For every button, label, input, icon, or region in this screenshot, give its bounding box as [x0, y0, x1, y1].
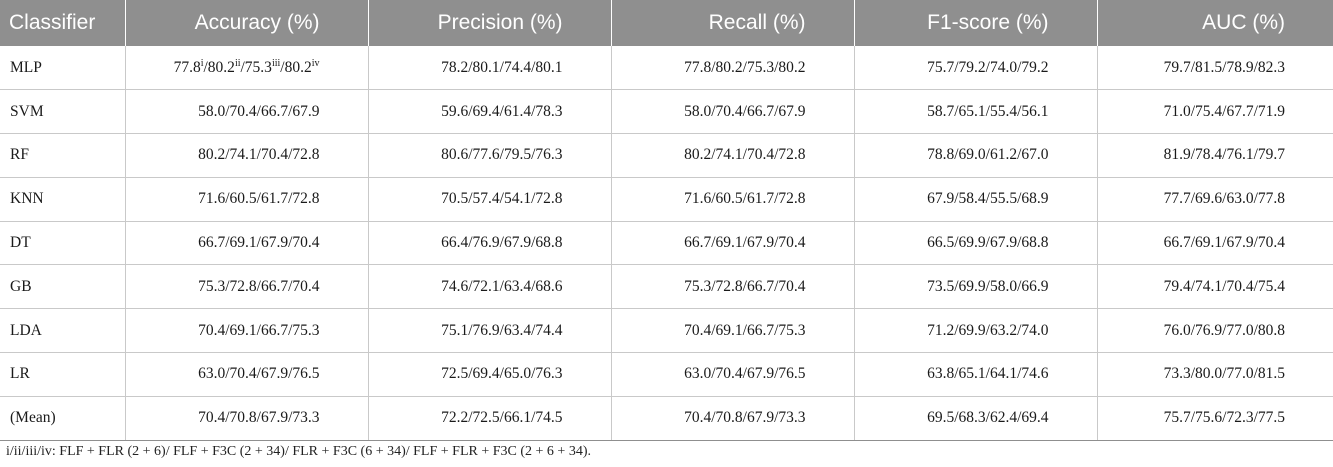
- cell-f1-score: 67.9/58.4/55.5/68.9: [853, 177, 1097, 222]
- accuracy-value: 77.8: [173, 58, 201, 76]
- cell-recall: 75.3/72.8/66.7/70.4: [610, 264, 854, 310]
- cell-auc: 75.7/75.6/72.3/77.5: [1096, 396, 1333, 441]
- cell-accuracy: 70.4/70.8/67.9/73.3: [124, 396, 368, 441]
- cell-recall: 66.7/69.1/67.9/70.4: [610, 221, 854, 266]
- cell-f1-score: 75.7/79.2/74.0/79.2: [853, 46, 1097, 91]
- cell-precision: 66.4/76.9/67.9/68.8: [367, 221, 611, 266]
- accuracy-value: /80.2: [280, 58, 312, 76]
- footnote-marker: iii: [271, 57, 281, 69]
- cell-f1-score: 69.5/68.3/62.4/69.4: [853, 396, 1097, 441]
- results-table: Classifier Accuracy (%) Precision (%) Re…: [0, 0, 1333, 441]
- cell-precision: 74.6/72.1/63.4/68.6: [367, 264, 611, 310]
- cell-auc: 76.0/76.9/77.0/80.8: [1096, 308, 1333, 354]
- cell-classifier: SVM: [0, 89, 125, 135]
- cell-f1-score: 73.5/69.9/58.0/66.9: [853, 264, 1097, 310]
- table-row: GB 75.3/72.8/66.7/70.4 74.6/72.1/63.4/68…: [0, 264, 1333, 310]
- cell-classifier: DT: [0, 221, 125, 266]
- cell-auc: 79.7/81.5/78.9/82.3: [1096, 46, 1333, 91]
- table-row-mean: (Mean) 70.4/70.8/67.9/73.3 72.2/72.5/66.…: [0, 396, 1333, 441]
- cell-classifier: LR: [0, 352, 125, 397]
- accuracy-value: /80.2: [203, 58, 235, 76]
- cell-auc: 66.7/69.1/67.9/70.4: [1096, 221, 1333, 266]
- cell-f1-score: 78.8/69.0/61.2/67.0: [853, 133, 1097, 178]
- table-row: LR 63.0/70.4/67.9/76.5 72.5/69.4/65.0/76…: [0, 352, 1333, 397]
- cell-accuracy: 77.8i/80.2ii/75.3iii/80.2iv: [124, 46, 368, 91]
- footnote-marker: iv: [311, 57, 320, 69]
- cell-auc: 71.0/75.4/67.7/71.9: [1096, 89, 1333, 135]
- cell-precision: 70.5/57.4/54.1/72.8: [367, 177, 611, 222]
- cell-recall: 71.6/60.5/61.7/72.8: [610, 177, 854, 222]
- cell-precision: 75.1/76.9/63.4/74.4: [367, 308, 611, 354]
- cell-auc: 81.9/78.4/76.1/79.7: [1096, 133, 1333, 178]
- cell-auc: 77.7/69.6/63.0/77.8: [1096, 177, 1333, 222]
- cell-precision: 72.2/72.5/66.1/74.5: [367, 396, 611, 441]
- cell-recall: 70.4/70.8/67.9/73.3: [610, 396, 854, 441]
- cell-recall: 58.0/70.4/66.7/67.9: [610, 89, 854, 135]
- table-row: DT 66.7/69.1/67.9/70.4 66.4/76.9/67.9/68…: [0, 221, 1333, 266]
- cell-precision: 78.2/80.1/74.4/80.1: [367, 46, 611, 91]
- header-classifier: Classifier: [9, 11, 96, 34]
- header-row: Classifier Accuracy (%) Precision (%) Re…: [0, 0, 1333, 46]
- cell-f1-score: 71.2/69.9/63.2/74.0: [853, 308, 1097, 354]
- cell-auc: 73.3/80.0/77.0/81.5: [1096, 352, 1333, 397]
- cell-f1-score: 58.7/65.1/55.4/56.1: [853, 89, 1097, 135]
- cell-accuracy: 80.2/74.1/70.4/72.8: [124, 133, 368, 178]
- cell-auc: 79.4/74.1/70.4/75.4: [1096, 264, 1333, 310]
- cell-recall: 70.4/69.1/66.7/75.3: [610, 308, 854, 354]
- cell-classifier: KNN: [0, 177, 125, 222]
- cell-recall: 77.8/80.2/75.3/80.2: [610, 46, 854, 91]
- cell-precision: 80.6/77.6/79.5/76.3: [367, 133, 611, 178]
- cell-f1-score: 66.5/69.9/67.9/68.8: [853, 221, 1097, 266]
- cell-precision: 72.5/69.4/65.0/76.3: [367, 352, 611, 397]
- table-row: RF 80.2/74.1/70.4/72.8 80.6/77.6/79.5/76…: [0, 133, 1333, 178]
- cell-f1-score: 63.8/65.1/64.1/74.6: [853, 352, 1097, 397]
- cell-accuracy: 70.4/69.1/66.7/75.3: [124, 308, 368, 354]
- footnote-marker: ii: [234, 57, 241, 69]
- table-footnote: i/ii/iii/iv: FLF + FLR (2 + 6)/ FLF + F3…: [6, 444, 591, 459]
- cell-classifier: MLP: [0, 46, 125, 91]
- table-row: KNN 71.6/60.5/61.7/72.8 70.5/57.4/54.1/7…: [0, 177, 1333, 222]
- cell-accuracy: 75.3/72.8/66.7/70.4: [124, 264, 368, 310]
- table-row: LDA 70.4/69.1/66.7/75.3 75.1/76.9/63.4/7…: [0, 308, 1333, 354]
- footnote-marker: i: [200, 57, 204, 69]
- header-auc: AUC (%): [1096, 0, 1333, 46]
- table-row: SVM 58.0/70.4/66.7/67.9 59.6/69.4/61.4/7…: [0, 89, 1333, 135]
- accuracy-value: /75.3: [240, 58, 272, 76]
- cell-accuracy: 71.6/60.5/61.7/72.8: [124, 177, 368, 222]
- cell-accuracy: 66.7/69.1/67.9/70.4: [124, 221, 368, 266]
- header-recall: Recall (%): [610, 0, 854, 46]
- cell-classifier: RF: [0, 133, 125, 178]
- header-precision: Precision (%): [367, 0, 611, 46]
- cell-classifier: LDA: [0, 308, 125, 354]
- cell-recall: 80.2/74.1/70.4/72.8: [610, 133, 854, 178]
- table-row: MLP 77.8i/80.2ii/75.3iii/80.2iv 78.2/80.…: [0, 46, 1333, 91]
- cell-classifier: (Mean): [0, 396, 125, 441]
- cell-accuracy: 63.0/70.4/67.9/76.5: [124, 352, 368, 397]
- cell-recall: 63.0/70.4/67.9/76.5: [610, 352, 854, 397]
- cell-accuracy: 58.0/70.4/66.7/67.9: [124, 89, 368, 135]
- cell-classifier: GB: [0, 264, 125, 310]
- header-accuracy: Accuracy (%): [124, 0, 368, 46]
- cell-precision: 59.6/69.4/61.4/78.3: [367, 89, 611, 135]
- header-f1-score: F1-score (%): [853, 0, 1097, 46]
